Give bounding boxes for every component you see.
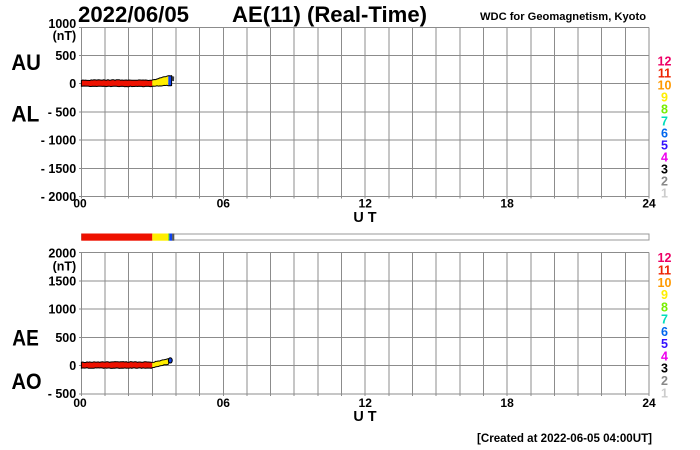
- svg-text:3: 3: [661, 362, 668, 376]
- svg-text:5: 5: [661, 337, 668, 351]
- svg-text:AL: AL: [11, 101, 39, 126]
- svg-text:- 2000: - 2000: [41, 190, 76, 204]
- svg-text:12: 12: [658, 251, 672, 265]
- svg-text:(nT): (nT): [53, 29, 77, 43]
- svg-text:06: 06: [217, 396, 231, 410]
- svg-text:AE(11) (Real-Time): AE(11) (Real-Time): [232, 2, 427, 27]
- svg-text:AE: AE: [12, 325, 39, 350]
- svg-text:24: 24: [642, 396, 656, 410]
- svg-text:12: 12: [359, 396, 373, 410]
- svg-text:5: 5: [661, 139, 668, 153]
- svg-text:9: 9: [661, 91, 668, 105]
- svg-text:2022/06/05: 2022/06/05: [78, 2, 189, 27]
- svg-text:2: 2: [661, 374, 668, 388]
- svg-text:1000: 1000: [48, 303, 76, 317]
- svg-text:12: 12: [359, 197, 373, 211]
- svg-text:4: 4: [661, 349, 668, 363]
- svg-text:AU: AU: [11, 50, 41, 75]
- svg-text:500: 500: [55, 331, 76, 345]
- svg-text:U T: U T: [353, 209, 376, 226]
- svg-text:00: 00: [73, 396, 87, 410]
- svg-text:6: 6: [661, 325, 668, 339]
- svg-text:- 1000: - 1000: [41, 134, 76, 148]
- svg-text:8: 8: [661, 103, 668, 117]
- svg-text:18: 18: [500, 197, 514, 211]
- svg-text:12: 12: [658, 55, 672, 69]
- svg-text:18: 18: [500, 396, 514, 410]
- svg-text:11: 11: [658, 67, 671, 81]
- svg-text:500: 500: [55, 49, 76, 63]
- svg-text:7: 7: [661, 115, 668, 129]
- svg-text:1000: 1000: [48, 17, 76, 31]
- svg-text:3: 3: [661, 163, 668, 177]
- svg-text:10: 10: [658, 79, 672, 93]
- svg-text:1: 1: [661, 187, 668, 201]
- svg-text:1500: 1500: [48, 274, 76, 288]
- svg-text:2: 2: [661, 175, 668, 189]
- svg-text:U T: U T: [353, 408, 376, 425]
- svg-text:- 500: - 500: [48, 105, 77, 119]
- svg-text:00: 00: [73, 197, 87, 211]
- svg-text:1: 1: [661, 386, 668, 400]
- svg-text:8: 8: [661, 300, 668, 314]
- svg-text:4: 4: [661, 151, 668, 165]
- svg-text:[Created at 2022-06-05 04:00UT: [Created at 2022-06-05 04:00UT]: [477, 432, 652, 445]
- svg-text:9: 9: [661, 288, 668, 302]
- svg-text:0: 0: [69, 77, 76, 91]
- svg-text:24: 24: [642, 197, 656, 211]
- svg-text:AO: AO: [12, 369, 42, 394]
- svg-text:6: 6: [661, 127, 668, 141]
- svg-text:10: 10: [658, 276, 672, 290]
- svg-text:2000: 2000: [48, 247, 76, 261]
- svg-text:0: 0: [69, 359, 76, 373]
- svg-text:11: 11: [658, 264, 671, 278]
- svg-text:- 500: - 500: [48, 387, 77, 401]
- svg-text:- 1500: - 1500: [41, 162, 76, 176]
- svg-text:06: 06: [217, 197, 231, 211]
- svg-text:WDC for Geomagnetism, Kyoto: WDC for Geomagnetism, Kyoto: [480, 11, 646, 23]
- svg-text:7: 7: [661, 313, 668, 327]
- svg-text:(nT): (nT): [53, 259, 77, 273]
